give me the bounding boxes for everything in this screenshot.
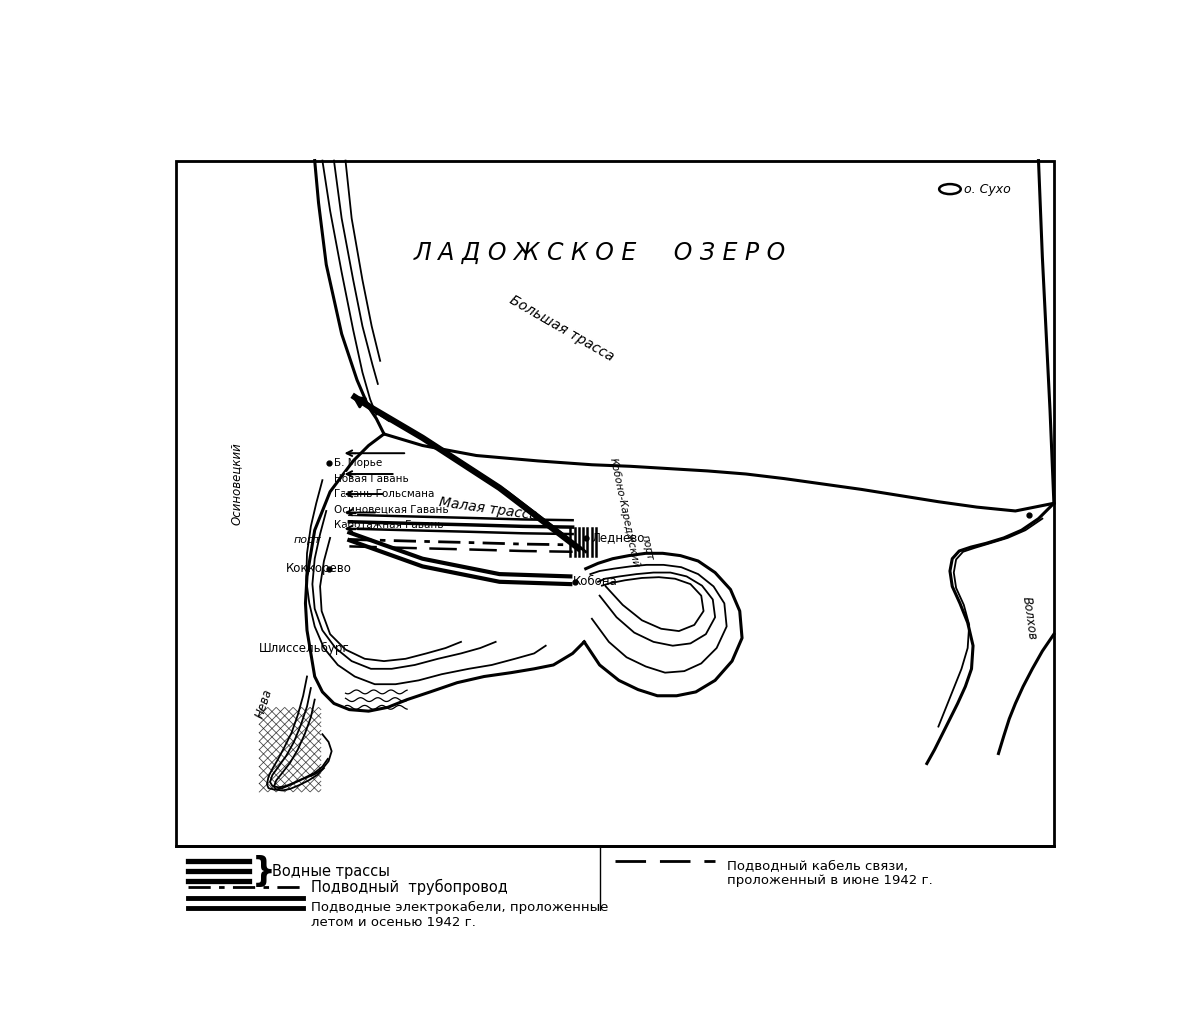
Text: Гавань Гольсмана: Гавань Гольсмана — [334, 489, 434, 499]
Text: Новая Гавань: Новая Гавань — [334, 474, 409, 483]
Text: Водные трассы: Водные трассы — [272, 864, 390, 879]
Text: порт: порт — [293, 536, 320, 545]
Text: Малая трасса: Малая трасса — [438, 496, 539, 523]
Text: Осиновецкий: Осиновецкий — [229, 442, 242, 525]
Text: Волхов: Волхов — [1019, 596, 1038, 641]
Text: Шлиссельбург: Шлиссельбург — [259, 641, 350, 654]
Text: Подводный кабель связи,
проложенный в июне 1942 г.: Подводный кабель связи, проложенный в ию… — [727, 859, 932, 887]
Text: Коккорево: Коккорево — [286, 562, 352, 575]
Text: Леднево: Леднево — [592, 531, 646, 545]
Text: Осиновецкая Гавань: Осиновецкая Гавань — [334, 505, 449, 514]
Text: Нева: Нева — [253, 687, 275, 720]
Text: Л А Д О Ж С К О Е     О З Е Р О: Л А Д О Ж С К О Е О З Е Р О — [414, 241, 786, 265]
Text: Кобоно-Кареджский: Кобоно-Кареджский — [607, 457, 641, 568]
Bar — [176, 161, 1054, 846]
Text: Кобона: Кобона — [572, 575, 618, 589]
Text: Б. Морье: Б. Морье — [334, 458, 383, 468]
Text: Каботажная Гавань: Каботажная Гавань — [334, 520, 444, 529]
Text: Подводные электрокабели, проложенные
летом и осенью 1942 г.: Подводные электрокабели, проложенные лет… — [311, 901, 608, 930]
Text: Подводный  трубопровод: Подводный трубопровод — [311, 879, 508, 895]
Text: порт: порт — [640, 535, 655, 561]
Text: о. Сухо: о. Сухо — [964, 182, 1010, 196]
Text: }: } — [252, 855, 275, 888]
Text: Большая трасса: Большая трасса — [508, 293, 617, 364]
